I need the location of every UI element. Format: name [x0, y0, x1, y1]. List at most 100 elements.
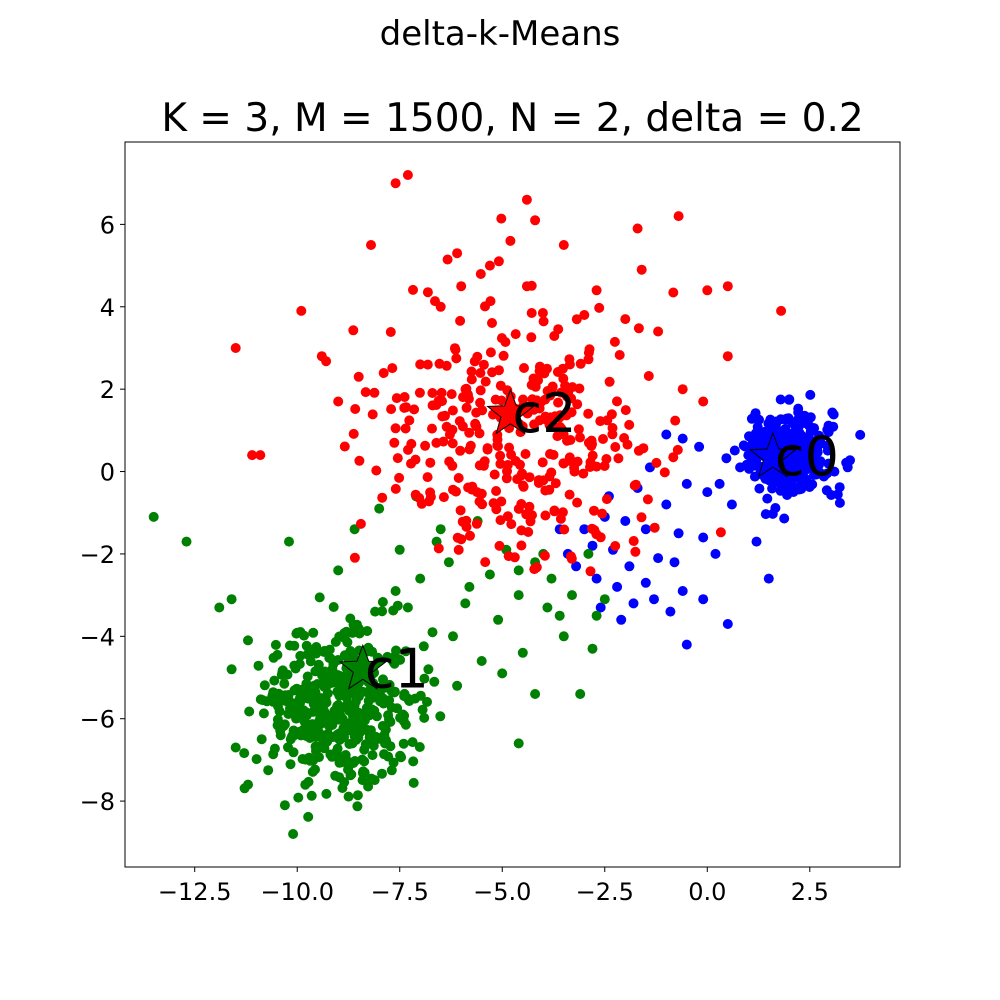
- centroid-label-c0: c0: [775, 425, 839, 488]
- data-point: [512, 474, 523, 485]
- data-point: [427, 400, 438, 411]
- data-point: [597, 508, 608, 519]
- data-point: [524, 501, 535, 512]
- data-point: [398, 738, 409, 749]
- data-point: [226, 664, 237, 675]
- x-tick-label: −10.0: [260, 878, 334, 906]
- data-point: [630, 479, 641, 490]
- data-point: [401, 402, 412, 413]
- data-point: [328, 602, 339, 612]
- data-point: [809, 469, 819, 480]
- data-point: [714, 478, 725, 489]
- data-point: [410, 454, 421, 465]
- data-point: [349, 552, 360, 563]
- data-point: [545, 390, 555, 401]
- data-point: [591, 529, 602, 540]
- data-point: [451, 353, 462, 364]
- data-point: [482, 444, 493, 455]
- data-point: [366, 240, 376, 250]
- data-point: [747, 460, 758, 471]
- centroid-label-c2: c2: [512, 382, 576, 445]
- data-point: [669, 557, 680, 568]
- data-point: [377, 721, 388, 731]
- data-point: [255, 694, 266, 705]
- data-point: [333, 714, 344, 725]
- data-point: [681, 639, 692, 650]
- data-point: [569, 466, 580, 477]
- data-point: [636, 512, 647, 523]
- data-point: [404, 415, 415, 426]
- data-point: [302, 671, 313, 682]
- data-point: [496, 333, 507, 344]
- data-point: [410, 693, 421, 704]
- data-point: [475, 385, 486, 396]
- data-point: [422, 472, 433, 483]
- data-point: [575, 358, 586, 369]
- data-point: [586, 441, 597, 451]
- data-point: [633, 323, 644, 334]
- data-point: [587, 540, 598, 551]
- data-point: [455, 445, 466, 456]
- data-point: [390, 586, 401, 596]
- data-point: [591, 610, 602, 621]
- data-point: [589, 505, 599, 516]
- x-axis: −12.5 −10.0 −7.5 −5.0 −2.5 0.0 2.5: [158, 867, 829, 906]
- data-point: [348, 428, 359, 439]
- data-point: [788, 487, 799, 497]
- data-point: [377, 597, 388, 607]
- data-point: [681, 478, 692, 489]
- data-point: [624, 419, 635, 430]
- data-point: [523, 527, 534, 537]
- data-point: [448, 484, 458, 495]
- data-point: [566, 551, 576, 562]
- data-point: [465, 530, 475, 541]
- data-point: [431, 437, 442, 448]
- data-point: [390, 483, 401, 494]
- data-point: [517, 647, 528, 658]
- data-point: [484, 569, 495, 580]
- data-point: [834, 497, 845, 508]
- data-point: [579, 310, 590, 320]
- data-point: [422, 359, 433, 370]
- data-point: [345, 613, 356, 624]
- data-point: [763, 418, 774, 429]
- data-point: [306, 790, 317, 801]
- data-point: [546, 467, 557, 478]
- data-point: [783, 428, 794, 439]
- plot-frame: [124, 141, 901, 868]
- data-point: [513, 738, 524, 749]
- data-point: [333, 396, 344, 407]
- data-point: [414, 742, 425, 752]
- data-point: [394, 472, 405, 483]
- data-point: [348, 325, 359, 336]
- data-point: [521, 281, 532, 292]
- data-point: [542, 602, 553, 613]
- data-point: [369, 775, 380, 786]
- data-point: [573, 424, 584, 435]
- data-point: [572, 456, 583, 467]
- y-tick-label: 4: [100, 294, 115, 322]
- x-tick-label: −5.0: [473, 878, 531, 906]
- data-point: [479, 456, 490, 467]
- data-point: [279, 678, 290, 689]
- data-point: [398, 716, 409, 727]
- y-tick-label: 2: [100, 376, 115, 404]
- data-point: [801, 474, 812, 485]
- data-point: [285, 759, 296, 770]
- data-point: [609, 336, 620, 347]
- data-point: [599, 461, 610, 471]
- data-point: [333, 700, 344, 710]
- data-point: [244, 706, 255, 717]
- data-point: [443, 557, 454, 568]
- data-point: [744, 431, 754, 442]
- data-point: [561, 410, 572, 421]
- data-point: [524, 472, 535, 483]
- data-point: [753, 430, 764, 441]
- data-point: [579, 524, 590, 535]
- data-point: [259, 680, 270, 691]
- data-point: [402, 170, 413, 180]
- data-point: [441, 360, 452, 371]
- data-point: [453, 473, 464, 483]
- centroid-star-c0: [748, 431, 798, 478]
- data-point: [591, 285, 602, 296]
